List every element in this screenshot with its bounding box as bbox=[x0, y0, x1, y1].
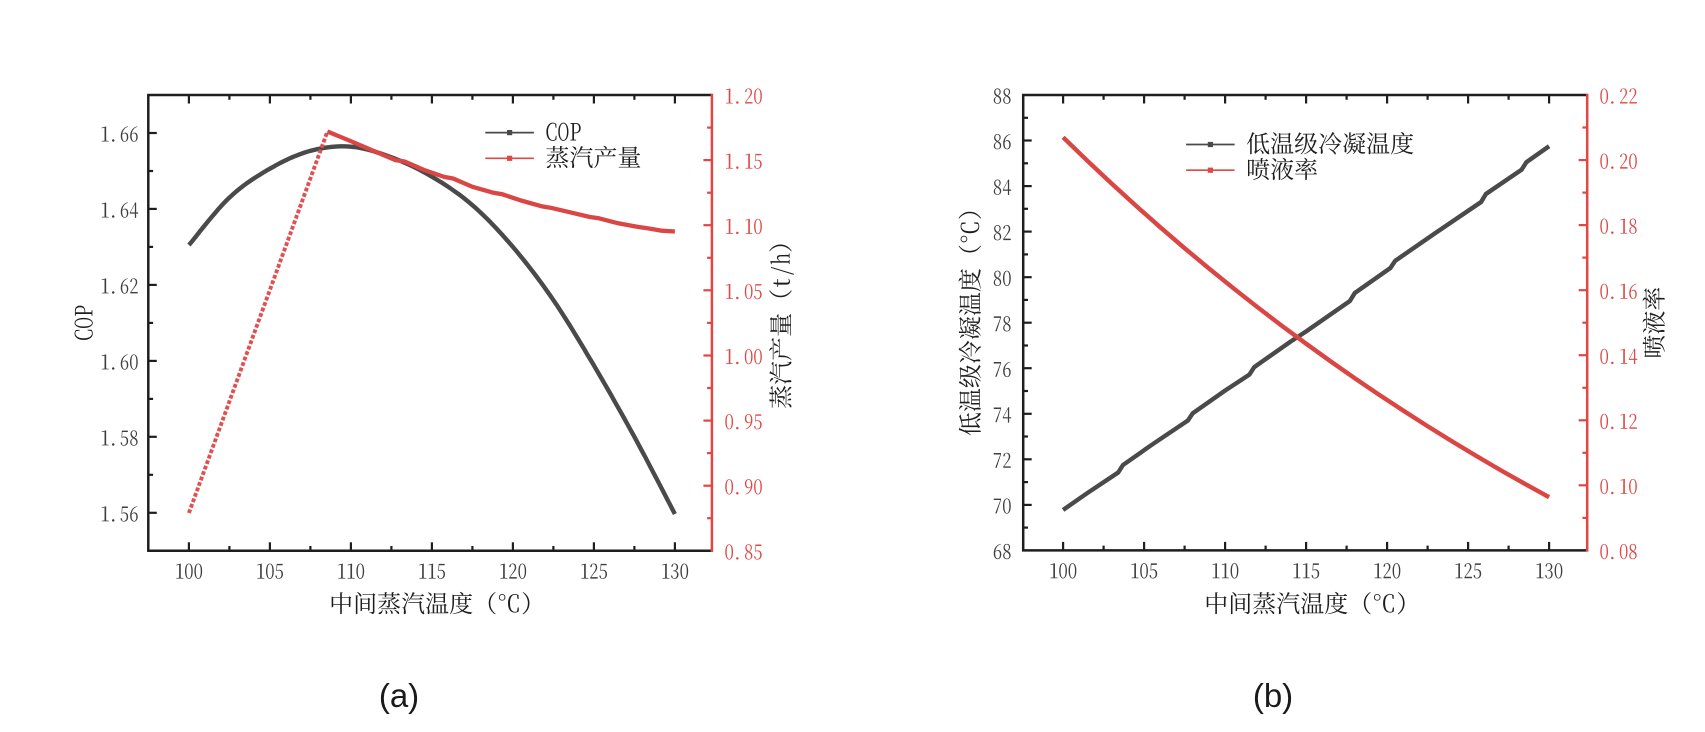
svg-text:(b): (b) bbox=[1253, 677, 1293, 714]
svg-text:(a): (a) bbox=[379, 677, 419, 714]
